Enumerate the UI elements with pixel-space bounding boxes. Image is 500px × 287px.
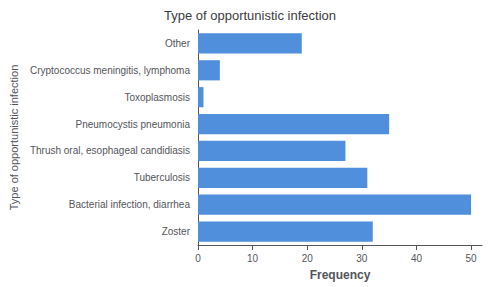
svg-text:Tuberculosis: Tuberculosis bbox=[134, 172, 190, 183]
svg-text:30: 30 bbox=[356, 253, 368, 264]
svg-text:Thrush oral, esophageal candid: Thrush oral, esophageal candidiasis bbox=[30, 145, 190, 156]
svg-text:10: 10 bbox=[247, 253, 259, 264]
svg-text:Other: Other bbox=[165, 38, 191, 49]
svg-text:Pneumocystis pneumonia: Pneumocystis pneumonia bbox=[75, 119, 190, 130]
svg-text:Type of opportunistic infectio: Type of opportunistic infection bbox=[164, 8, 336, 23]
svg-text:20: 20 bbox=[302, 253, 314, 264]
svg-text:50: 50 bbox=[466, 253, 478, 264]
svg-text:0: 0 bbox=[195, 253, 201, 264]
svg-text:40: 40 bbox=[411, 253, 423, 264]
svg-text:Bacterial infection, diarrhea: Bacterial infection, diarrhea bbox=[69, 199, 191, 210]
svg-text:Type of opportunistic infectio: Type of opportunistic infection bbox=[8, 65, 20, 211]
svg-text:Cryptococcus meningitis, lymph: Cryptococcus meningitis, lymphoma bbox=[30, 65, 190, 76]
svg-text:Zoster: Zoster bbox=[162, 226, 191, 237]
svg-text:Frequency: Frequency bbox=[310, 268, 371, 282]
svg-text:Toxoplasmosis: Toxoplasmosis bbox=[124, 92, 190, 103]
